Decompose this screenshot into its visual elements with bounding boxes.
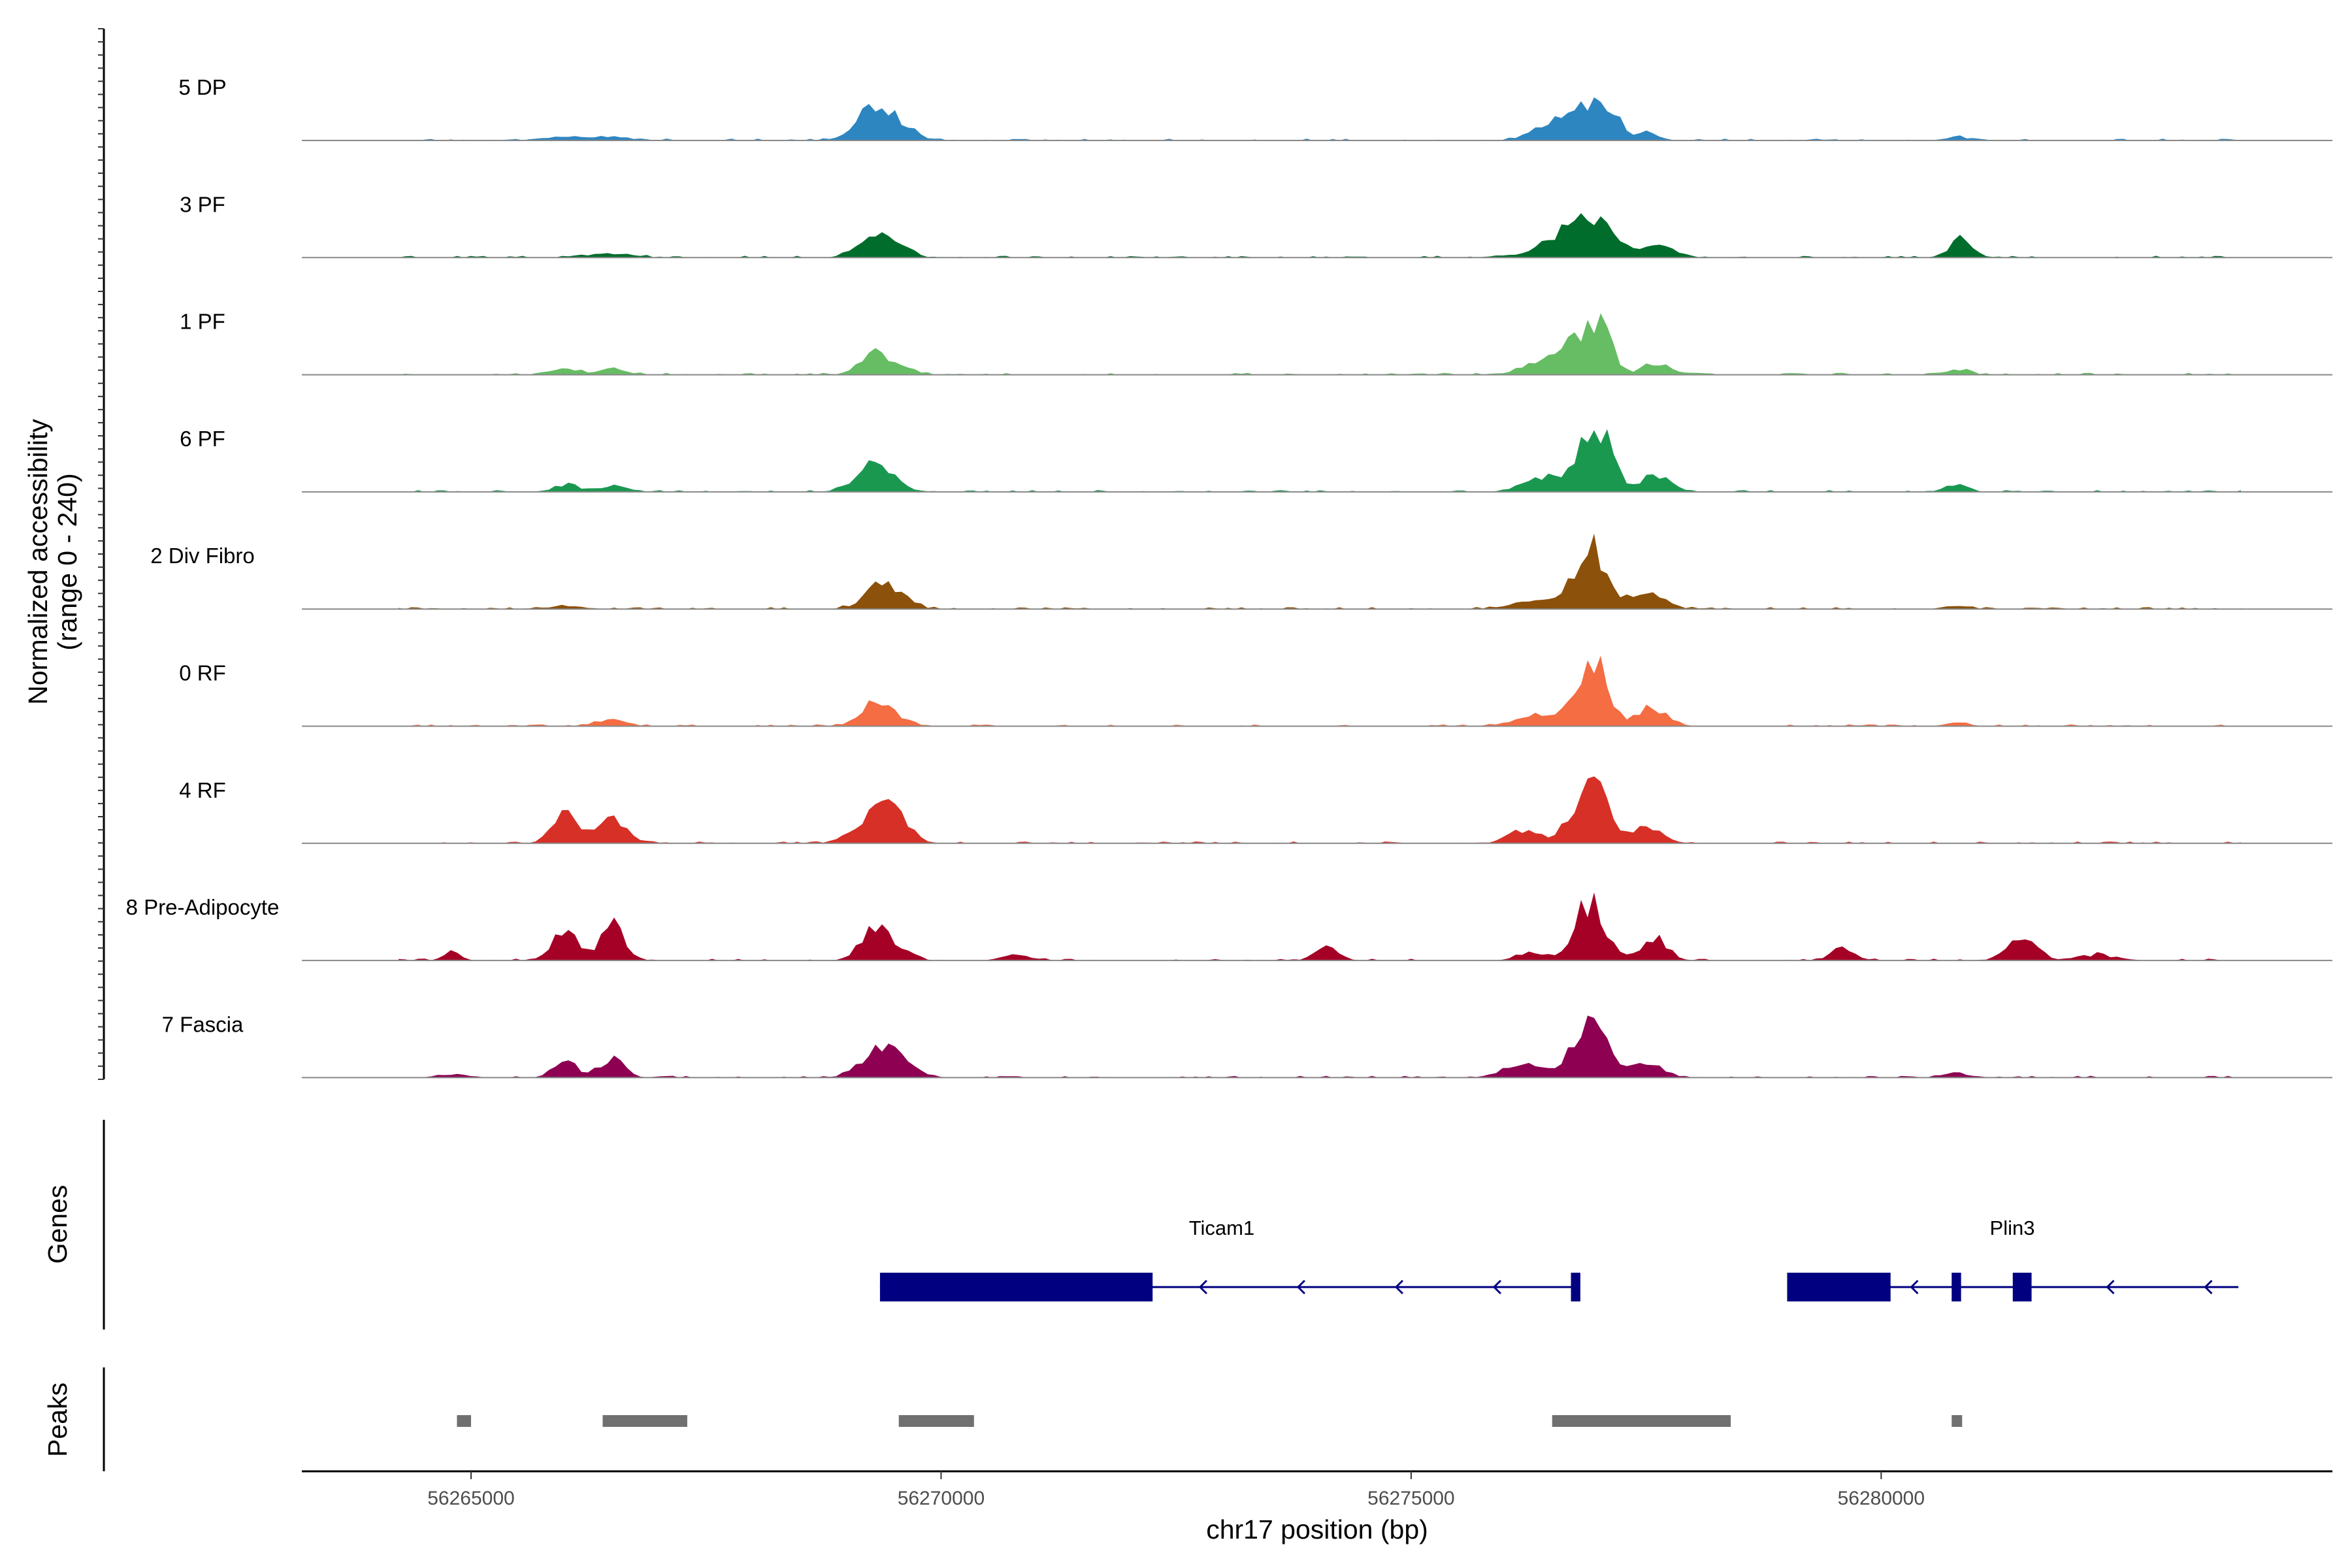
y-axis-title-line1: Normalized accessibility	[23, 419, 53, 705]
coverage-area	[399, 533, 2241, 610]
x-tick-label: 56280000	[1838, 1488, 1925, 1509]
gene: Ticam1	[879, 1217, 1580, 1301]
track-label: 8 Pre-Adipocyte	[126, 895, 280, 919]
coverage-track: 4 RF	[179, 776, 2332, 844]
gene-exon	[1571, 1273, 1580, 1301]
peak-region	[602, 1415, 687, 1427]
track-label: 2 Div Fibro	[150, 544, 255, 568]
peak-regions	[457, 1415, 1963, 1427]
track-label: 6 PF	[180, 427, 225, 451]
peak-region	[457, 1415, 471, 1427]
gene-label: Ticam1	[1189, 1217, 1254, 1239]
coverage-area	[399, 213, 2241, 258]
x-axis-ticks: 56265000 56270000 56275000 56280000	[427, 1471, 1925, 1509]
peak-region	[1552, 1415, 1731, 1427]
x-tick-label: 56265000	[427, 1488, 514, 1509]
track-label: 0 RF	[179, 661, 226, 685]
peaks-panel-label: Peaks	[42, 1382, 73, 1457]
gene-exon	[879, 1273, 1153, 1301]
coverage-track: 8 Pre-Adipocyte	[126, 892, 2332, 962]
gene: Plin3	[1787, 1217, 2239, 1301]
gene-exon	[1952, 1273, 1961, 1301]
coverage-area	[399, 1015, 2241, 1078]
x-tick-label: 56270000	[898, 1488, 985, 1509]
peak-region	[1952, 1415, 1963, 1427]
coverage-area	[399, 429, 2241, 492]
coverage-tracks: 5 DP 3 PF 1 PF 6 PF 2 Div Fibro 0 RF 4 RF 8 Pre…	[126, 75, 2332, 1079]
gene-annotations: Ticam1 Plin3	[879, 1217, 2239, 1301]
coverage-track: 0 RF	[179, 655, 2332, 727]
coverage-track: 2 Div Fibro	[150, 533, 2332, 610]
x-tick-label: 56275000	[1367, 1488, 1454, 1509]
track-label: 4 RF	[179, 778, 226, 802]
coverage-track: 5 DP	[178, 75, 2332, 141]
strand-arrow	[2106, 1279, 2115, 1295]
coverage-track: 3 PF	[180, 192, 2332, 259]
accessibility-y-axis	[98, 28, 105, 1080]
x-axis-title: chr17 position (bp)	[1206, 1514, 1428, 1544]
coverage-track: 1 PF	[180, 310, 2332, 376]
track-label: 3 PF	[180, 192, 225, 216]
genes-panel-label: Genes	[42, 1185, 73, 1264]
strand-arrow	[1492, 1279, 1501, 1295]
gene-exon	[1787, 1273, 1891, 1301]
coverage-area	[399, 655, 2241, 727]
coverage-area	[399, 97, 2241, 140]
strand-arrow	[2204, 1279, 2213, 1295]
coverage-area	[399, 313, 2241, 375]
coverage-track: 6 PF	[180, 427, 2332, 493]
peak-region	[898, 1415, 974, 1427]
strand-arrow	[1198, 1279, 1207, 1295]
strand-arrow	[1910, 1279, 1919, 1295]
strand-arrow	[1296, 1279, 1305, 1295]
track-label: 5 DP	[178, 75, 226, 99]
coverage-area	[399, 892, 2241, 961]
track-label: 7 Fascia	[162, 1012, 244, 1036]
coverage-track: 7 Fascia	[162, 1012, 2332, 1079]
strand-arrow	[1394, 1279, 1403, 1295]
gene-exon	[2012, 1273, 2032, 1301]
coverage-area	[399, 776, 2241, 843]
gene-label: Plin3	[1990, 1217, 2035, 1239]
y-axis-title-line2: (range 0 - 240)	[52, 473, 82, 650]
track-label: 1 PF	[180, 310, 225, 334]
